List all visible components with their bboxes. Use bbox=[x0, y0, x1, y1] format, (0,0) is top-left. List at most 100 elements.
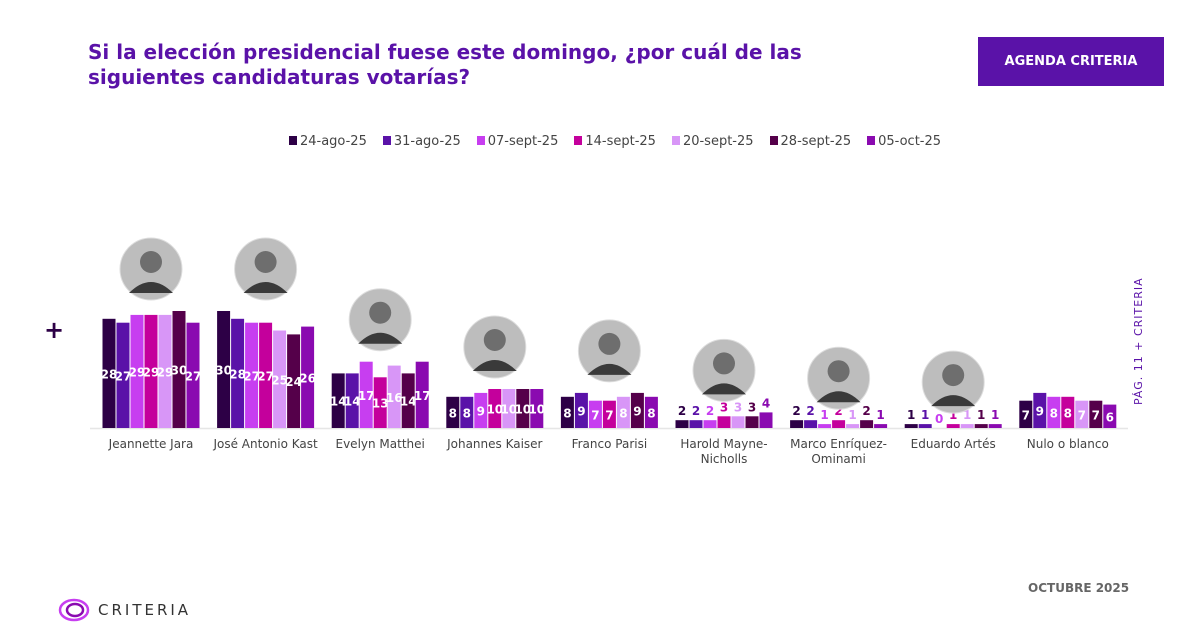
data-label: 2 bbox=[692, 404, 700, 418]
data-label: 28 bbox=[101, 367, 118, 381]
data-label: 10 bbox=[500, 403, 517, 417]
data-label: 29 bbox=[157, 365, 174, 379]
bar bbox=[144, 314, 158, 428]
legend-swatch bbox=[288, 136, 297, 145]
data-label: 1 bbox=[907, 408, 915, 422]
data-label: 7 bbox=[1022, 408, 1030, 422]
legend-label: 07-sept-25 bbox=[487, 134, 559, 149]
bar bbox=[904, 424, 918, 428]
bar bbox=[1061, 396, 1075, 428]
legend-item: 05-oct-25 bbox=[867, 134, 941, 149]
bar bbox=[860, 420, 874, 428]
data-label: 1 bbox=[848, 408, 856, 422]
category-label: Eduardo Artés bbox=[911, 437, 996, 451]
data-label: 1 bbox=[820, 408, 828, 422]
category-label: Nulo o blanco bbox=[1027, 437, 1109, 451]
data-label: 29 bbox=[143, 365, 160, 379]
data-label: 7 bbox=[591, 408, 599, 422]
plus-icon: + bbox=[44, 316, 65, 344]
category-label: Jeannette Jara bbox=[108, 437, 194, 451]
logo-text: CRITERIA bbox=[98, 601, 192, 619]
legend-swatch bbox=[867, 136, 876, 145]
bar bbox=[1047, 396, 1061, 428]
data-label: 2 bbox=[806, 404, 814, 418]
bar bbox=[602, 400, 616, 428]
data-label: 14 bbox=[330, 395, 347, 409]
legend-label: 31-ago-25 bbox=[393, 134, 461, 149]
bar bbox=[130, 314, 144, 428]
bar bbox=[102, 318, 116, 428]
bar bbox=[172, 311, 186, 428]
criteria-logo-icon bbox=[58, 598, 90, 622]
bar bbox=[245, 322, 259, 428]
bar bbox=[231, 318, 245, 428]
data-label: 26 bbox=[299, 371, 316, 385]
bar bbox=[359, 361, 373, 428]
data-label: 28 bbox=[229, 367, 246, 381]
bar bbox=[415, 361, 429, 428]
candidate-photo-head bbox=[713, 352, 735, 375]
bar bbox=[1019, 400, 1033, 428]
category-label: Franco Parisi bbox=[572, 437, 648, 451]
data-label: 30 bbox=[215, 364, 232, 378]
bar bbox=[818, 424, 832, 428]
data-label: 7 bbox=[1078, 408, 1086, 422]
bar bbox=[301, 326, 315, 428]
data-label: 24 bbox=[285, 375, 302, 389]
bar bbox=[1103, 404, 1117, 428]
legend-label: 24-ago-25 bbox=[299, 134, 367, 149]
category-label: Ominami bbox=[811, 452, 865, 466]
bar bbox=[675, 420, 689, 428]
bar bbox=[287, 334, 301, 428]
legend-label: 05-oct-25 bbox=[878, 134, 942, 149]
bar bbox=[186, 322, 200, 428]
bar bbox=[502, 389, 516, 428]
data-label: 1 bbox=[921, 408, 929, 422]
candidate-photo-head bbox=[942, 364, 965, 387]
category-label: Evelyn Matthei bbox=[336, 437, 425, 451]
data-label: 13 bbox=[372, 397, 389, 411]
bar bbox=[474, 392, 488, 428]
bar bbox=[273, 330, 287, 428]
agenda-criteria-button[interactable]: AGENDA CRITERIA bbox=[978, 37, 1164, 86]
bar bbox=[373, 377, 387, 428]
category-label: Harold Mayne- bbox=[680, 437, 767, 451]
data-label: 8 bbox=[619, 406, 627, 420]
candidate-photo-body bbox=[587, 363, 632, 375]
data-label: 2 bbox=[706, 404, 714, 418]
data-label: 6 bbox=[1106, 410, 1114, 424]
bar bbox=[804, 420, 818, 428]
category-label: Marco Enríquez- bbox=[790, 437, 887, 451]
bar bbox=[846, 424, 860, 428]
legend-swatch bbox=[476, 136, 485, 145]
category-label: Johannes Kaiser bbox=[446, 437, 542, 451]
bar bbox=[446, 396, 460, 428]
bar bbox=[259, 322, 273, 428]
data-label: 2 bbox=[678, 404, 686, 418]
footer-date: OCTUBRE 2025 bbox=[1028, 581, 1130, 595]
legend-label: 14-sept-25 bbox=[585, 134, 656, 149]
candidate-photo-head bbox=[369, 301, 392, 324]
legend-item: 28-sept-25 bbox=[769, 134, 851, 149]
legend-swatch bbox=[671, 136, 680, 145]
data-label: 14 bbox=[400, 395, 417, 409]
bar bbox=[1075, 400, 1089, 428]
bar bbox=[616, 396, 630, 428]
bar bbox=[217, 311, 231, 428]
data-label: 3 bbox=[748, 400, 756, 414]
data-label: 9 bbox=[577, 404, 585, 418]
bar bbox=[345, 373, 359, 428]
legend: 24-ago-25 31-ago-25 07-sept-25 14-sept-25 20… bbox=[0, 134, 1200, 149]
data-label: 16 bbox=[386, 391, 403, 405]
bar bbox=[832, 420, 846, 428]
data-label: 17 bbox=[414, 389, 431, 403]
bar bbox=[488, 389, 502, 428]
data-label: 8 bbox=[1064, 406, 1072, 420]
data-label: 29 bbox=[129, 365, 146, 379]
candidate-photo-body bbox=[472, 360, 517, 371]
candidate-photo-body bbox=[702, 383, 746, 395]
legend-item: 14-sept-25 bbox=[574, 134, 656, 149]
bar bbox=[460, 396, 474, 428]
candidate-photo-head bbox=[483, 329, 506, 351]
